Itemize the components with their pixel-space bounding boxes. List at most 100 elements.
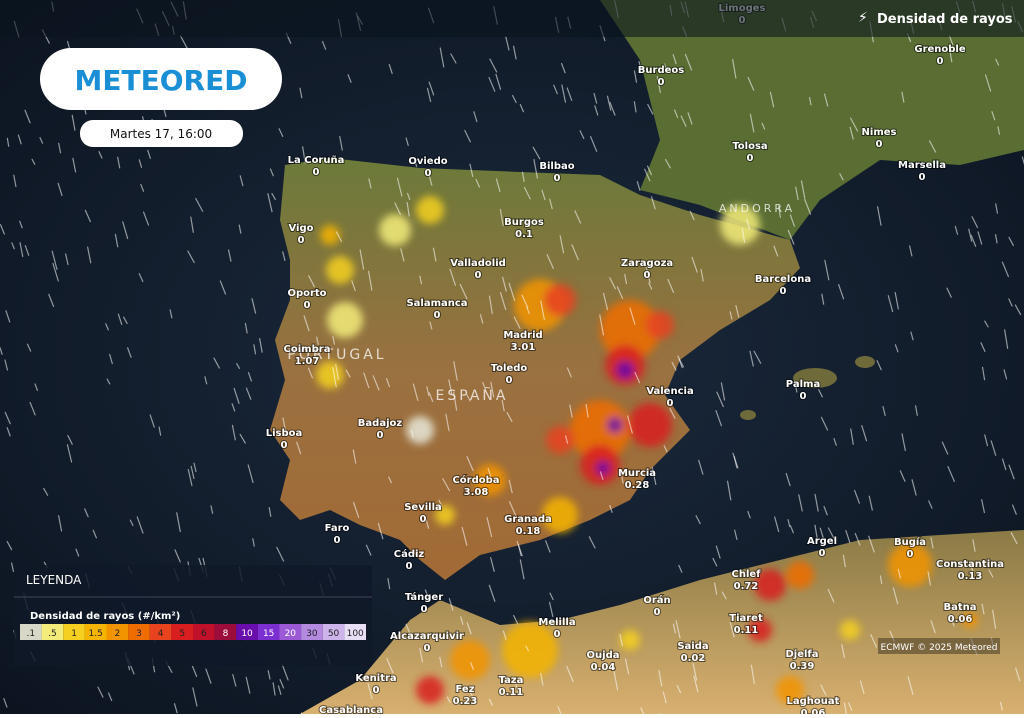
city-name: Oujda	[587, 650, 620, 661]
logo[interactable]: METEORED	[75, 64, 248, 97]
city-name: Batna	[943, 602, 976, 613]
city-name: Palma	[786, 379, 820, 390]
city-name: Nimes	[862, 127, 897, 138]
city-name: Badajoz	[358, 418, 403, 429]
city-name: Córdoba	[452, 474, 499, 486]
legend-step: 30	[306, 629, 318, 639]
city-value: 0	[554, 173, 561, 184]
storm-cell	[416, 196, 444, 224]
storm-cell	[327, 302, 363, 338]
city-name: La Coruña	[288, 155, 345, 166]
legend-step: 3	[136, 629, 142, 639]
legend-step: 10	[241, 629, 253, 639]
city-value: 0	[907, 549, 914, 560]
menorca	[855, 356, 875, 368]
city-value: 0	[506, 375, 513, 386]
city-name: Laghouat	[787, 696, 840, 707]
city-name: Kenitra	[355, 673, 396, 684]
city-name: Bilbao	[539, 161, 574, 172]
city-name: Tánger	[405, 591, 443, 603]
city-name: Bugía	[894, 536, 926, 548]
layer-icon: ⚡	[858, 10, 868, 26]
storm-cell	[406, 416, 434, 444]
city-name: Taza	[499, 675, 524, 686]
city-value: 1.07	[295, 356, 320, 367]
city-name: Toledo	[491, 363, 528, 374]
storm-cell	[320, 225, 340, 245]
city-name: Coimbra	[284, 344, 331, 355]
city-name: Melilla	[538, 617, 575, 628]
city-name: Oporto	[287, 288, 326, 299]
city-name: Faro	[325, 523, 350, 534]
legend-step: 4	[158, 629, 164, 639]
legend-step: 50	[328, 629, 340, 639]
legend-step: 1.5	[89, 629, 103, 639]
city-value: 0	[654, 607, 661, 618]
city-name: Vigo	[288, 223, 313, 234]
city-name: Constantina	[936, 559, 1004, 570]
credit: ECMWF © 2025 Meteored	[881, 643, 998, 653]
city-value: 0	[780, 286, 787, 297]
city-value: 0	[937, 56, 944, 67]
city-name: Valladolid	[450, 258, 506, 269]
legend-step: 15	[263, 629, 274, 639]
city-name: Saida	[677, 641, 708, 652]
city-value: 0.06	[801, 708, 826, 714]
city-value: 0.1	[515, 229, 533, 240]
city-name: Alcazarquivir	[390, 631, 464, 642]
city-value: 0	[876, 139, 883, 150]
city-value: 0	[658, 77, 665, 88]
storm-cell	[450, 640, 490, 680]
city-value: 0	[406, 561, 413, 572]
city-value: 0	[304, 300, 311, 311]
city-name: Grenoble	[914, 44, 965, 55]
city-value: 0	[554, 629, 561, 640]
legend-step: 1	[71, 629, 77, 639]
city-name: Madrid	[503, 330, 542, 341]
city-name: Tiaret	[729, 613, 763, 624]
ibiza	[740, 410, 756, 420]
city-value: 0	[334, 535, 341, 546]
legend-step: 100	[347, 629, 364, 639]
city-value: 0.06	[948, 614, 973, 625]
legend-step: 2	[114, 629, 120, 639]
storm-cell	[416, 676, 444, 704]
legend-step: 5	[179, 629, 185, 639]
city-value: 0	[434, 310, 441, 321]
city-name: Cádiz	[394, 548, 425, 560]
storm-cell	[596, 461, 610, 475]
city-name: Lisboa	[266, 428, 303, 439]
city-name: Oviedo	[408, 156, 447, 167]
city-name: Sevilla	[404, 502, 442, 513]
city-value: 0	[281, 440, 288, 451]
city-value: 0	[373, 685, 380, 696]
legend-step: .1	[27, 629, 36, 639]
storm-cell	[546, 426, 574, 454]
city-name: Zaragoza	[621, 258, 673, 269]
city-name: Valencia	[646, 386, 693, 397]
storm-cell	[616, 361, 634, 379]
city-name: Orán	[643, 594, 670, 606]
city-value: 0	[298, 235, 305, 246]
city-value: 0.28	[625, 480, 650, 491]
storm-cell	[502, 622, 558, 678]
storm-cell	[379, 214, 411, 246]
legend-title: LEYENDA	[26, 573, 82, 587]
storm-cell	[316, 361, 344, 389]
city-value: 3.08	[464, 487, 489, 498]
city-name: Argel	[807, 536, 837, 547]
storm-cell	[607, 417, 623, 433]
legend-step: .5	[48, 629, 57, 639]
city-name: Marsella	[898, 160, 946, 171]
date[interactable]: Martes 17, 16:00	[110, 127, 212, 141]
storm-cell	[628, 403, 672, 447]
city-name: Murcia	[618, 468, 656, 479]
city-value: 0	[425, 168, 432, 179]
city-value: 0.04	[591, 662, 616, 673]
city-value: 0.13	[958, 571, 983, 582]
city-value: 0	[747, 153, 754, 164]
storm-cell	[620, 630, 640, 650]
legend-step: 20	[285, 629, 297, 639]
city-value: 0.11	[499, 687, 524, 698]
city-value: 0.18	[516, 526, 541, 537]
